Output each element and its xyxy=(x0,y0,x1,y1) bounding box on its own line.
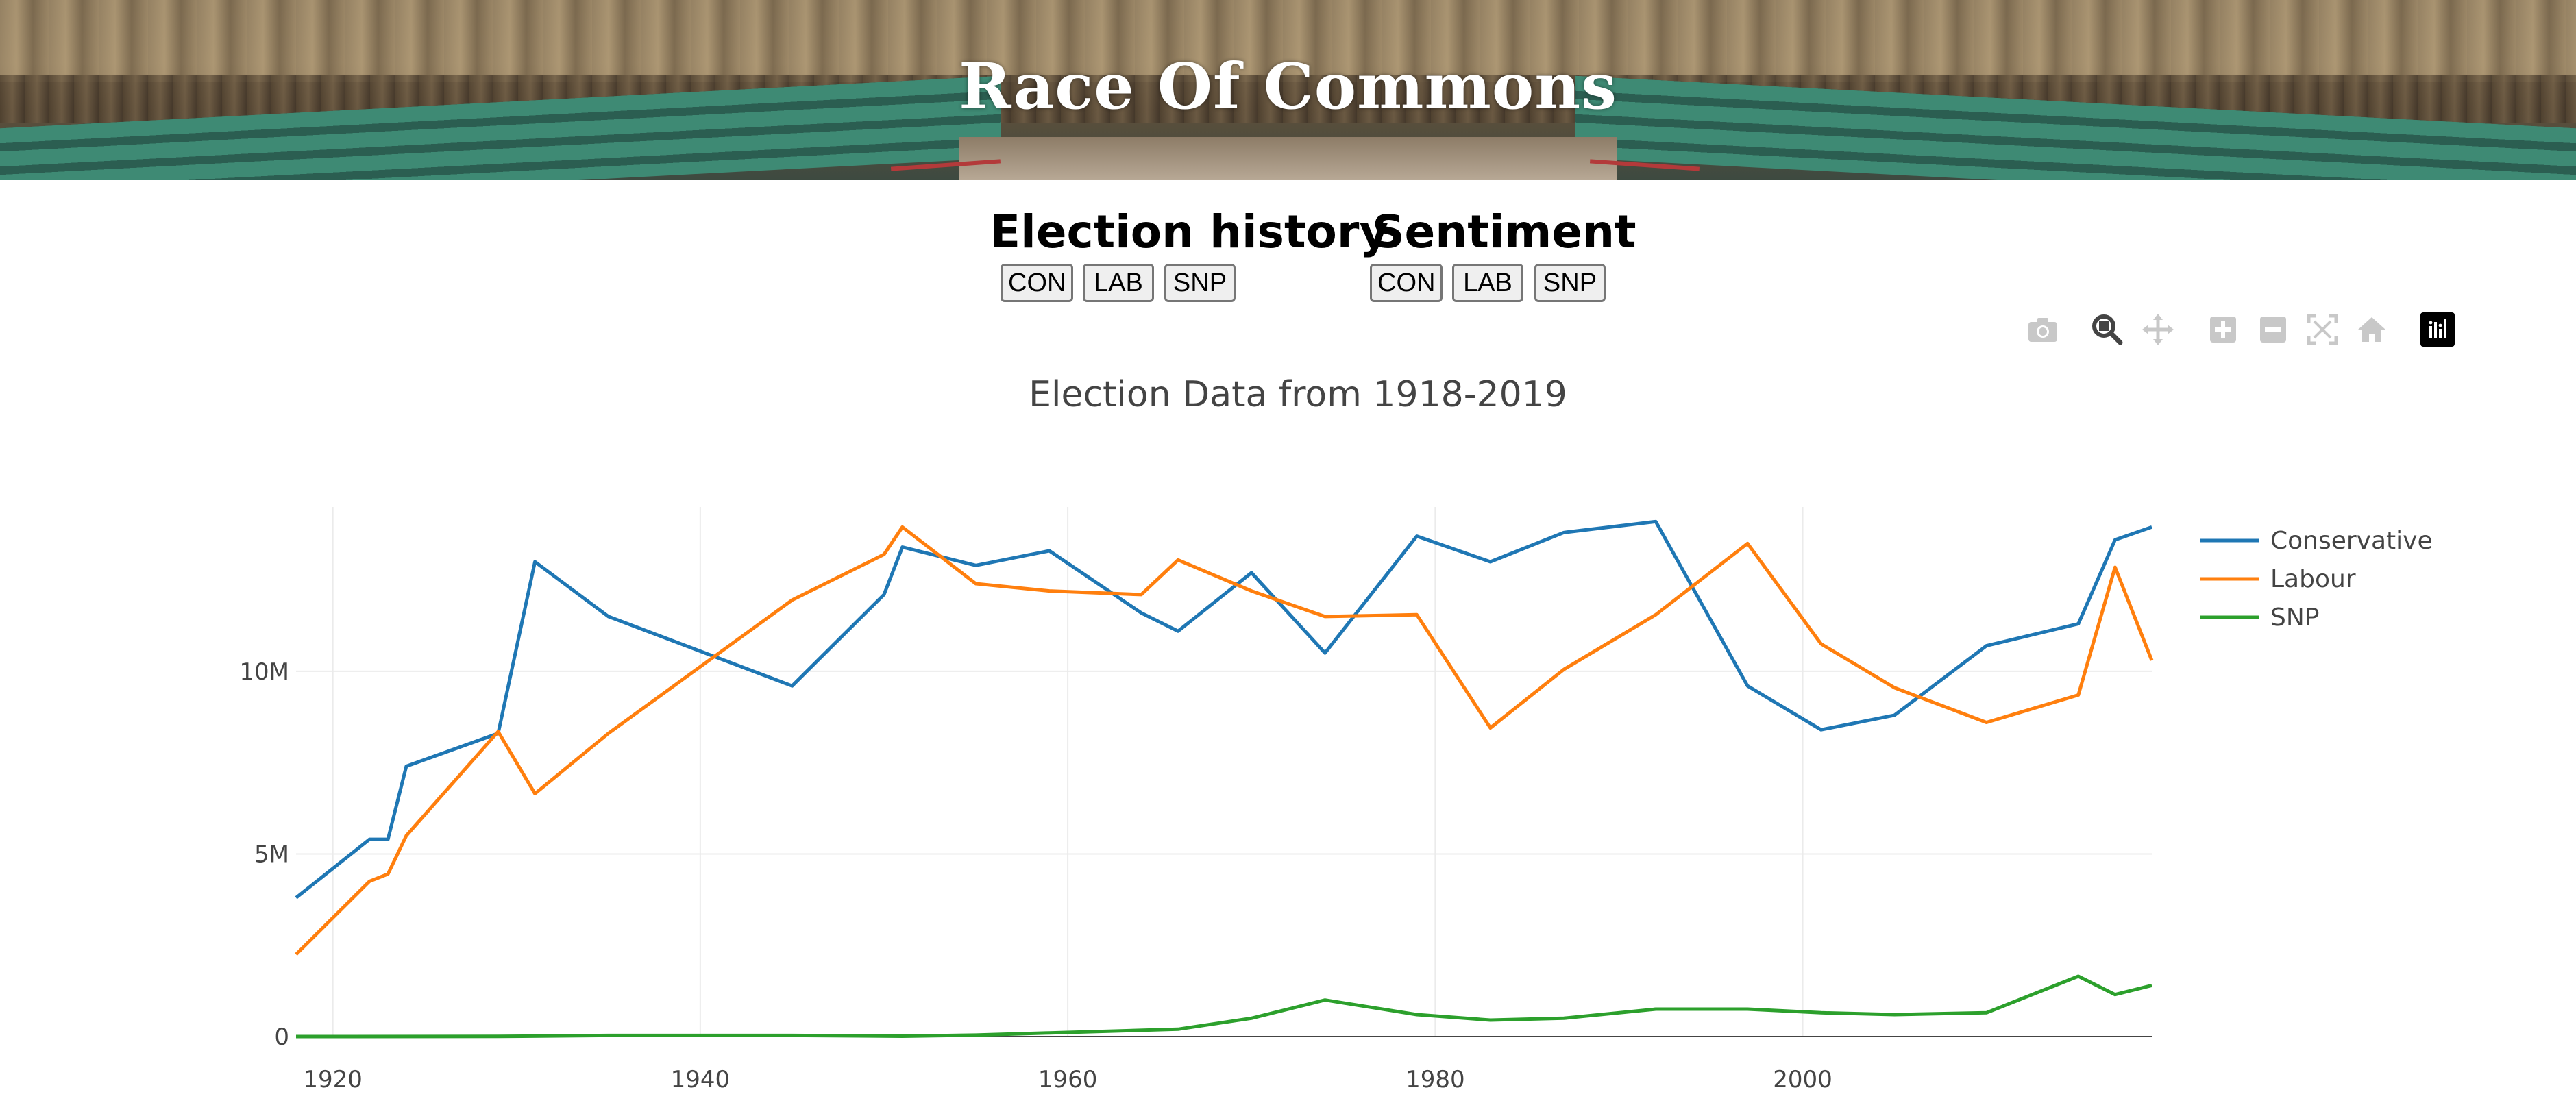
series-line-conservative[interactable] xyxy=(295,519,2152,900)
election-history-title: Election history xyxy=(990,206,1389,258)
sentiment-snp-button[interactable]: SNP xyxy=(1534,264,1606,302)
x-tick-label: 2000 xyxy=(1773,1066,1832,1093)
legend-label: Conservative xyxy=(2270,527,2433,555)
chart-title: Election Data from 1918-2019 xyxy=(1029,374,1567,415)
plotly-logo-icon[interactable] xyxy=(2420,312,2455,347)
zoom-out-icon[interactable] xyxy=(2256,312,2290,347)
election-history-con-button[interactable]: CON xyxy=(1001,264,1073,302)
x-tick-label: 1940 xyxy=(671,1066,731,1093)
zoom-in-icon[interactable] xyxy=(2206,312,2240,347)
election-history-snp-button[interactable]: SNP xyxy=(1164,264,1236,302)
series-line-snp[interactable] xyxy=(295,974,2152,1039)
legend-label: Labour xyxy=(2270,565,2356,593)
y-tick-label: 5M xyxy=(254,841,289,868)
x-tick-label: 1960 xyxy=(1038,1066,1098,1093)
x-tick-label: 1920 xyxy=(303,1066,363,1093)
y-tick-label: 10M xyxy=(239,658,289,686)
x-tick-label: 1980 xyxy=(1406,1066,1465,1093)
y-tick-label: 0 xyxy=(274,1024,289,1051)
autoscale-icon[interactable] xyxy=(2305,312,2340,347)
legend-item-snp[interactable]: SNP xyxy=(2200,604,2320,632)
legend-label: SNP xyxy=(2270,604,2320,632)
banner-ceiling xyxy=(0,0,2576,82)
pan-icon[interactable] xyxy=(2141,312,2175,347)
banner-floor xyxy=(959,137,1617,180)
sentiment-title: Sentiment xyxy=(1372,206,1636,258)
camera-icon[interactable] xyxy=(2026,312,2060,347)
sentiment-lab-button[interactable]: LAB xyxy=(1452,264,1523,302)
legend-item-conservative[interactable]: Conservative xyxy=(2200,527,2433,555)
sentiment-con-button[interactable]: CON xyxy=(1370,264,1443,302)
election-history-lab-button[interactable]: LAB xyxy=(1083,264,1154,302)
legend-item-labour[interactable]: Labour xyxy=(2200,565,2356,593)
zoom-icon[interactable] xyxy=(2090,312,2124,347)
header-banner: Race Of Commons xyxy=(0,0,2576,180)
series-line-labour[interactable] xyxy=(295,525,2154,956)
reset-axes-icon[interactable] xyxy=(2355,312,2389,347)
site-title: Race Of Commons xyxy=(959,49,1617,123)
